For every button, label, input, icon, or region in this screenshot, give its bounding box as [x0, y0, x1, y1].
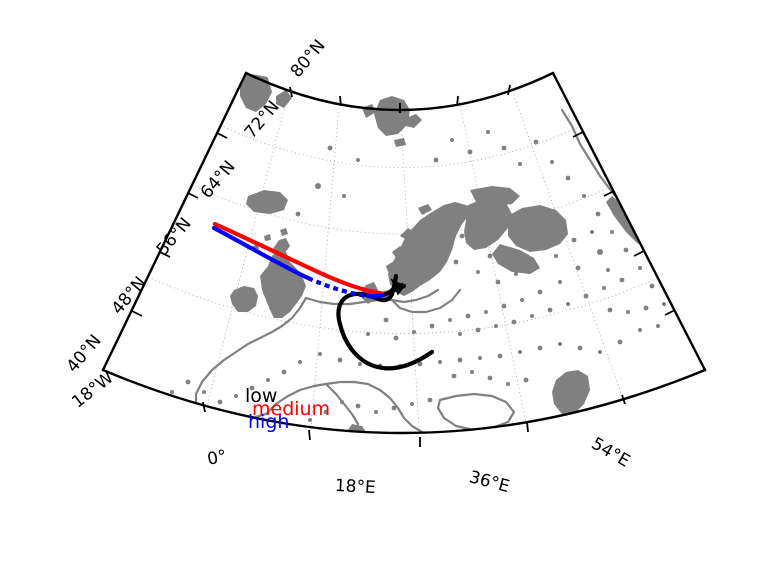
scandinavia-detail: [403, 211, 507, 265]
axis-label-lon-36e: 36°E: [467, 467, 512, 497]
axis-ticks: [102, 72, 676, 447]
axis-label-lon-54e: 54°E: [588, 434, 633, 472]
map-interior: [103, 73, 705, 433]
axis-label-lon-18e: 18°E: [334, 476, 376, 498]
arrow-head-shape: [390, 278, 406, 296]
axis-label-lon-0: 0°: [206, 446, 229, 469]
trajectory-arrowhead: [383, 278, 407, 297]
trajectory-medium: [212, 221, 389, 297]
legend: low medium high: [245, 385, 330, 433]
legend-item-medium: medium: [252, 398, 330, 420]
legend-item-low: low: [245, 385, 277, 407]
coastlines: [138, 73, 673, 433]
axis-label-lat-40: 40°N: [63, 331, 106, 377]
axis-label-lat-80: 80°N: [287, 36, 330, 82]
legend-item-high: high: [248, 411, 289, 433]
map-boundary: [101, 71, 707, 435]
